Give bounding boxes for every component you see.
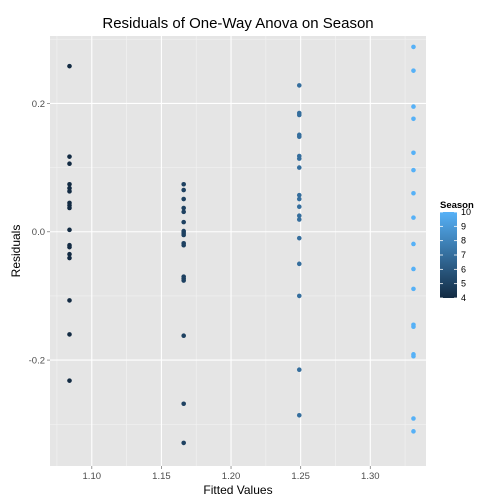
data-point [296, 367, 302, 373]
data-point [181, 278, 186, 283]
data-point [296, 192, 302, 198]
data-point [296, 235, 302, 241]
data-point [67, 205, 72, 211]
legend-label: 8 [461, 236, 466, 246]
data-point [296, 213, 302, 219]
data-point [67, 189, 72, 194]
legend-label: 5 [461, 279, 466, 289]
data-point [181, 232, 186, 238]
data-point [411, 104, 416, 109]
data-point [411, 286, 416, 292]
data-point [67, 161, 72, 167]
data-point [181, 187, 186, 193]
chart-title: Residuals of One-Way Anova on Season [102, 15, 373, 32]
y-tick-label: 0.2 [32, 99, 45, 110]
data-points [67, 44, 416, 446]
data-point [296, 83, 302, 88]
data-point [181, 440, 186, 446]
y-tick-label: -0.2 [29, 356, 45, 367]
data-point [411, 150, 416, 156]
data-point [67, 185, 72, 191]
x-tick-label: 1.15 [152, 471, 171, 482]
data-point [411, 215, 416, 220]
data-point [181, 333, 186, 339]
data-point [296, 165, 302, 170]
data-point [67, 298, 72, 303]
data-point [296, 134, 302, 140]
data-point [411, 353, 416, 359]
data-point [181, 219, 186, 225]
data-point [411, 266, 416, 272]
data-point [296, 156, 302, 161]
data-point [411, 429, 416, 434]
legend-colorbar [440, 212, 457, 298]
data-point [67, 181, 72, 187]
data-point [67, 332, 72, 337]
x-tick-label: 1.30 [361, 471, 380, 482]
data-point [296, 196, 302, 202]
legend-label: 9 [461, 221, 466, 231]
legend-label: 4 [461, 293, 466, 303]
data-point [411, 44, 416, 50]
data-point [67, 378, 72, 383]
data-point [296, 293, 302, 299]
x-tick-label: 1.10 [83, 471, 102, 482]
plot-panel [50, 36, 426, 466]
data-point [67, 154, 72, 159]
data-point [67, 227, 72, 233]
data-point [296, 412, 302, 418]
data-point [411, 241, 416, 247]
y-axis-title: Residuals [9, 225, 23, 278]
data-point [411, 324, 416, 330]
y-axis-ticks: -0.2 0.0 0.2 [29, 99, 50, 367]
data-point [181, 205, 186, 211]
data-point [181, 181, 186, 187]
data-point [411, 167, 416, 173]
minor-gridlines [50, 36, 426, 466]
data-point [181, 196, 186, 202]
data-point [411, 190, 416, 196]
legend: Season 10 9 8 7 6 5 4 [440, 200, 474, 303]
data-point [296, 112, 302, 118]
data-point [296, 204, 302, 210]
y-tick-label: 0.0 [32, 227, 45, 238]
data-point [67, 251, 72, 257]
data-point [296, 217, 302, 222]
data-point [411, 416, 416, 421]
legend-label: 6 [461, 264, 466, 274]
x-axis-title: Fitted Values [203, 483, 272, 497]
x-tick-label: 1.20 [222, 471, 241, 482]
data-point [411, 116, 416, 122]
data-point [411, 68, 416, 73]
x-tick-label: 1.25 [291, 471, 310, 482]
x-axis-ticks: 1.10 1.15 1.20 1.25 1.30 [83, 466, 380, 482]
data-point [67, 244, 72, 250]
data-point [181, 401, 186, 407]
data-point [181, 242, 186, 248]
data-point [296, 261, 302, 267]
legend-ticks: 10 9 8 7 6 5 4 [440, 207, 471, 303]
major-gridlines [50, 36, 426, 466]
legend-title: Season [440, 200, 474, 211]
data-point [181, 209, 186, 215]
data-point [67, 63, 72, 69]
data-point [67, 255, 72, 261]
legend-label: 7 [461, 250, 466, 260]
legend-label: 10 [461, 207, 471, 217]
